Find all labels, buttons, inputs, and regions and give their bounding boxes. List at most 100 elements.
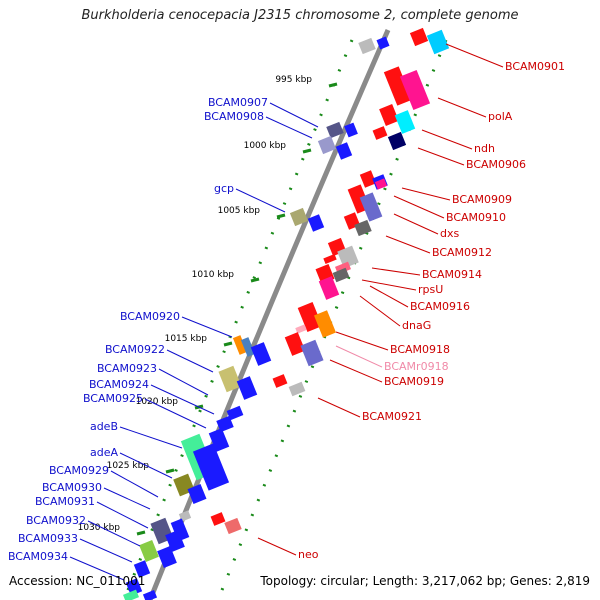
scale-label: 1015 kbp xyxy=(165,334,208,344)
gene-feature xyxy=(297,301,323,333)
gene-feature xyxy=(387,131,407,151)
gene-label-left: adeA xyxy=(90,446,118,459)
gene-label-left: BCAM0934 xyxy=(8,550,68,563)
leader-line xyxy=(235,188,286,213)
gene-label-right: BCAM0909 xyxy=(452,193,512,206)
leader-line xyxy=(87,520,141,547)
leader-line xyxy=(158,368,209,396)
gene-label-left: BCAM0925 xyxy=(83,392,143,405)
leader-line xyxy=(371,267,421,276)
gene-feature xyxy=(272,374,288,388)
gene-feature xyxy=(314,310,336,338)
gene-feature xyxy=(359,170,377,188)
leader-line xyxy=(144,398,207,429)
leader-line xyxy=(79,538,133,563)
scale-ticks: 995 kbp 1000 kbp 1005 kbp 1010 kbp 1015 kbp 1… xyxy=(78,75,338,536)
gene-feature xyxy=(284,332,306,356)
scale-tick xyxy=(328,82,338,88)
gene-feature xyxy=(224,517,242,535)
gene-label-left: BCAM0920 xyxy=(120,310,180,323)
gene-label-right: BCAMr0918 xyxy=(384,360,449,373)
gene-label-right: dxs xyxy=(440,227,459,240)
gene-feature xyxy=(307,214,325,232)
gene-feature xyxy=(250,342,272,366)
gene-feature xyxy=(358,37,376,55)
label-lines xyxy=(69,43,504,581)
gene-label-left: BCAM0907 xyxy=(208,96,268,109)
gene-feature xyxy=(288,381,306,397)
leader-line xyxy=(401,187,451,201)
gene-feature xyxy=(332,267,350,283)
leader-line xyxy=(421,129,473,150)
leader-line xyxy=(385,235,431,254)
leader-line xyxy=(96,501,149,529)
gene-label-right: BCAM0916 xyxy=(410,300,470,313)
leader-line xyxy=(265,116,313,139)
gene-label-right: BCAM0906 xyxy=(466,158,526,171)
gene-feature xyxy=(318,276,340,300)
gene-feature xyxy=(326,121,344,139)
gene-feature xyxy=(157,546,177,568)
gene-feature xyxy=(236,376,258,400)
gene-label-left: BCAM0931 xyxy=(35,495,95,508)
scale-tick xyxy=(136,530,146,536)
gene-label-left: gcp xyxy=(214,182,234,195)
leader-line xyxy=(119,426,183,449)
leader-line xyxy=(257,537,297,556)
leader-line xyxy=(269,102,319,128)
gene-label-left: BCAM0908 xyxy=(204,110,264,123)
gene-label-right: BCAM0901 xyxy=(505,60,565,73)
gene-label-right: ndh xyxy=(474,142,495,155)
leader-line xyxy=(69,556,125,581)
gene-feature xyxy=(295,324,307,334)
scale-label: 1025 kbp xyxy=(107,461,150,471)
scale-tick xyxy=(250,277,260,283)
gene-label-left: BCAM0929 xyxy=(49,464,109,477)
gene-feature xyxy=(383,66,413,106)
gene-feature xyxy=(335,142,353,160)
gene-feature xyxy=(187,483,207,505)
gene-feature xyxy=(125,578,143,596)
gene-feature xyxy=(337,245,359,269)
gene-feature xyxy=(192,443,230,491)
scale-label: 995 kbp xyxy=(275,75,312,85)
gene-feature xyxy=(359,192,383,222)
leader-line xyxy=(335,331,389,351)
gene-feature xyxy=(139,540,159,562)
scale-label: 1010 kbp xyxy=(192,270,235,280)
leader-line xyxy=(150,384,215,415)
gene-label-right: BCAM0918 xyxy=(390,343,450,356)
gene-label-left: BCAM0922 xyxy=(105,343,165,356)
scale-tick xyxy=(276,213,286,219)
gene-label-right: BCAM0912 xyxy=(432,246,492,259)
leader-line xyxy=(359,295,401,327)
gene-feature xyxy=(210,512,226,526)
gene-label-left: BCAM0923 xyxy=(97,362,157,375)
leader-line xyxy=(181,316,233,338)
gene-label-right: BCAM0914 xyxy=(422,268,482,281)
gene-label-right: rpsU xyxy=(418,283,443,296)
leader-line xyxy=(393,195,445,219)
gene-label-right: dnaG xyxy=(402,319,431,332)
gene-feature xyxy=(344,122,358,138)
gene-label-right: polA xyxy=(488,110,513,123)
gene-label-left: BCAM0932 xyxy=(26,514,86,527)
gene-feature xyxy=(374,178,388,190)
gene-feature xyxy=(216,415,234,433)
topology: Topology: circular; Length: 3,217,062 bp… xyxy=(260,574,590,588)
gene-label-right: BCAM0921 xyxy=(362,410,422,423)
gene-label-left: BCAM0930 xyxy=(42,481,102,494)
gene-feature xyxy=(394,110,416,134)
gene-feature xyxy=(240,337,256,357)
gene-feature xyxy=(232,335,248,355)
scale-tick xyxy=(223,341,233,347)
leader-line xyxy=(119,452,173,479)
feature-blocks xyxy=(123,27,450,600)
gene-label-right: neo xyxy=(298,548,319,561)
scale-label: 1020 kbp xyxy=(136,397,179,407)
gene-feature xyxy=(372,126,388,140)
gene-feature xyxy=(379,104,399,126)
leader-line xyxy=(166,349,214,373)
scale-label: 1000 kbp xyxy=(244,141,287,151)
